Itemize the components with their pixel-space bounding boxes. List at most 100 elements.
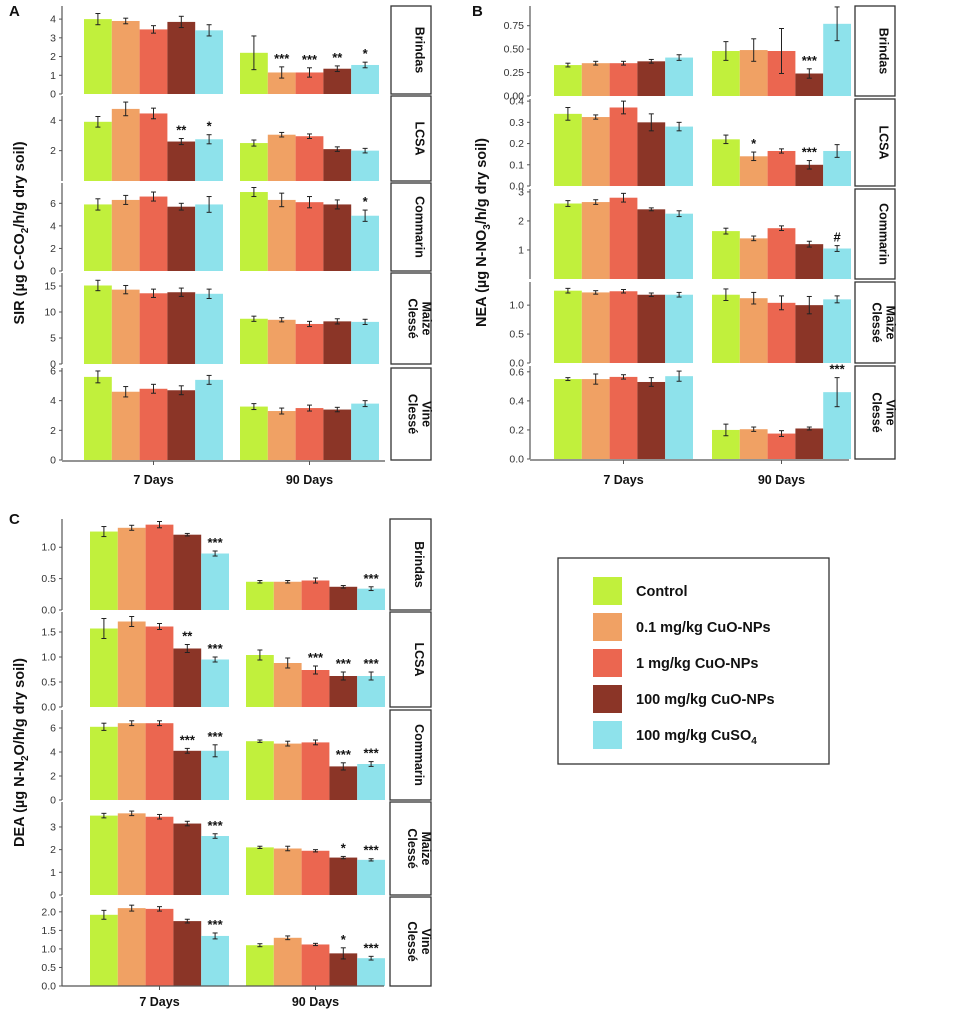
bar [554,113,582,186]
bar [637,381,666,459]
significance-marker: ** [332,50,343,65]
y-axis-title: DEA (µg N-N2O/h/g dry soil) [12,658,31,847]
y-tick-label: 0.0 [41,605,56,617]
bar [351,321,379,364]
y-axis-title-tail: O/h/g dry soil) [12,658,28,756]
bar [712,294,740,363]
y-tick-label: 0.5 [41,962,56,974]
bar [581,117,610,186]
facet-brindas: 0.0 0.5 1.0 *** *** Brindas [41,518,432,617]
significance-marker: *** [208,818,224,833]
bar [665,376,693,459]
y-tick-label: 10 [44,307,56,319]
legend-label: 100 mg/kg CuO-NPs [636,692,775,708]
y-tick-label: 4 [50,747,56,759]
significance-marker: *** [336,656,352,671]
bar [90,914,118,986]
bar [240,192,268,271]
significance-marker: *** [302,52,318,67]
y-tick-label: 3 [50,821,56,833]
y-tick-label: 0.4 [509,96,524,108]
bar [581,202,610,279]
y-tick-label: 1.0 [41,652,56,664]
significance-marker: * [341,932,347,947]
bar [90,531,118,610]
y-tick-label: 0.50 [504,44,525,56]
bar [329,676,358,707]
y-tick-label: 2 [50,145,56,157]
bar [201,836,229,895]
bar [145,524,174,610]
y-tick-label: 0.00 [504,91,525,103]
x-tick-label: 7 Days [133,473,173,487]
y-tick-label: 0.0 [509,358,524,370]
bar [295,136,324,181]
facet-strip-label: Clessé [870,302,884,342]
y-tick-label: 0.5 [509,329,524,341]
y-tick-label: 3 [518,186,524,198]
facet-strip [389,801,432,896]
bar [145,908,174,986]
bar [173,750,202,800]
bar [581,379,610,459]
bar [665,126,693,186]
bar [84,19,112,94]
facet-strip [854,5,896,97]
bar [117,723,146,800]
y-tick-label: 6 [50,723,56,735]
bar [295,408,324,460]
bar [240,406,268,460]
facet-strip-label: Clessé [405,921,419,961]
bar [637,61,666,96]
x-tick-label: 90 Days [292,995,339,1009]
bar [301,944,330,986]
bar [111,20,140,95]
x-tick-label: 7 Days [603,473,643,487]
significance-marker: *** [802,53,818,68]
bar [823,248,851,279]
facet-lcsa: 0.00.51.01.5 ******** *** *** LCSA [41,611,432,714]
legend-label-text: 0.1 mg/kg CuO-NPs [636,620,771,636]
bar [117,527,146,610]
significance-marker: *** [274,51,290,66]
y-tick-label: 2 [50,51,56,63]
y-tick-label: 0.75 [504,20,525,32]
facet-strip-label: Commarin [413,196,427,258]
facet-strip [390,367,432,461]
significance-marker: *** [208,535,224,550]
facet-strip [389,518,432,611]
y-axis-title-main: SIR (µg C-CO [12,233,28,324]
legend-swatch [593,613,622,641]
bar [609,107,638,186]
y-tick-label: 1.0 [509,300,524,312]
significance-marker: *** [364,940,380,955]
significance-marker: * [751,136,757,151]
legend-label-subscript: 4 [751,736,757,747]
bar [84,121,112,181]
bar [111,199,140,271]
bar [117,621,146,707]
y-axis-title-subscript: 2 [20,755,31,761]
panel-label: A [9,3,20,20]
significance-marker: *** [802,145,818,160]
bar [167,390,196,460]
facet-strip [854,188,896,280]
y-tick-label: 0.4 [509,395,524,407]
legend-label-text: Control [636,584,688,600]
significance-marker: *** [364,746,380,761]
bar [90,726,118,800]
facet-strip-label: Vine [420,401,434,427]
facet-strip-label: Clessé [406,298,420,338]
legend-label: 100 mg/kg CuSO4 [636,728,757,747]
y-tick-label: 0 [50,795,56,807]
bar [351,403,379,460]
facet-clesse-vine: 0.0 0.2 0.4 0.6 *** Clessé Vine [509,362,897,466]
bar [301,580,330,610]
bar [712,231,740,279]
significance-marker: * [363,46,369,61]
y-tick-label: 1 [50,70,56,82]
facet-strip-label: Brindas [877,28,891,75]
